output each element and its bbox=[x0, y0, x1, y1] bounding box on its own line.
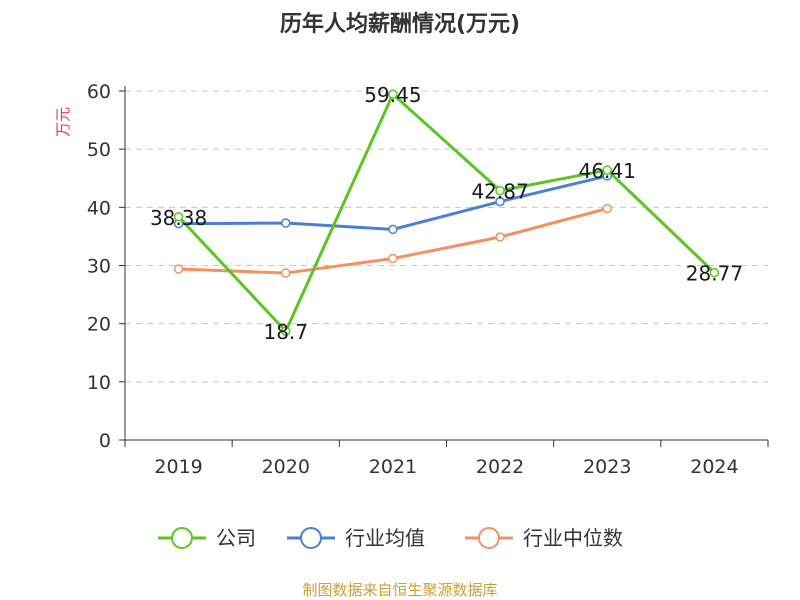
data-label: 38.38 bbox=[150, 206, 207, 230]
data-point bbox=[495, 232, 505, 242]
legend-marker bbox=[171, 527, 193, 549]
legend-marker bbox=[300, 527, 322, 549]
data-label: 28.77 bbox=[686, 262, 743, 286]
data-label: 18.7 bbox=[263, 320, 308, 344]
legend-label: 行业均值 bbox=[345, 526, 425, 550]
legend: 公司 行业均值 行业中位数 bbox=[158, 526, 623, 550]
grid-lines bbox=[125, 90, 768, 383]
series-layer bbox=[173, 89, 720, 336]
data-point bbox=[388, 253, 398, 264]
y-tick-label: 50 bbox=[87, 139, 111, 161]
x-tick-label: 2022 bbox=[476, 456, 524, 478]
data-point bbox=[495, 185, 505, 196]
data-label: 59.45 bbox=[364, 83, 421, 107]
x-tick-label: 2020 bbox=[262, 456, 310, 478]
y-tick-label: 40 bbox=[87, 197, 111, 219]
axes: 0 10 20 30 40 50 60 2019 2020 2021 2022 2023 2024 bbox=[87, 81, 769, 478]
data-point bbox=[602, 203, 612, 214]
x-tick-label: 2019 bbox=[154, 456, 202, 478]
data-point bbox=[281, 218, 291, 228]
y-tick-label: 10 bbox=[87, 372, 111, 394]
data-labels: 38.38 18.7 59.45 42.87 46.41 28.77 bbox=[150, 83, 743, 344]
x-tick-label: 2023 bbox=[583, 456, 631, 478]
data-point bbox=[173, 264, 184, 274]
data-label: 46.41 bbox=[579, 159, 636, 183]
legend-label: 公司 bbox=[216, 526, 256, 550]
x-tick-label: 2021 bbox=[369, 456, 417, 478]
data-label: 42.87 bbox=[471, 180, 528, 204]
y-tick-label: 30 bbox=[87, 256, 111, 278]
data-point bbox=[602, 165, 612, 175]
legend-label: 行业中位数 bbox=[523, 526, 623, 550]
data-point bbox=[709, 267, 720, 278]
series-line-1 bbox=[178, 174, 608, 231]
y-tick-label: 20 bbox=[87, 314, 111, 336]
chart-title: 历年人均薪酬情况(万元) bbox=[280, 11, 520, 37]
series-line-0 bbox=[177, 92, 716, 333]
data-point bbox=[388, 89, 398, 99]
data-point bbox=[495, 196, 505, 207]
legend-marker bbox=[478, 527, 500, 549]
x-tick-label: 2024 bbox=[690, 456, 738, 478]
y-axis-label: 万元 bbox=[54, 107, 72, 137]
y-tick-label: 60 bbox=[87, 81, 111, 103]
data-point bbox=[388, 224, 398, 235]
data-point bbox=[173, 212, 184, 222]
y-tick-label: 0 bbox=[99, 430, 111, 452]
series-line-2 bbox=[178, 207, 608, 275]
source-note: 制图数据来自恒生聚源数据库 bbox=[302, 581, 497, 599]
data-point bbox=[281, 326, 291, 336]
data-point bbox=[281, 268, 291, 278]
